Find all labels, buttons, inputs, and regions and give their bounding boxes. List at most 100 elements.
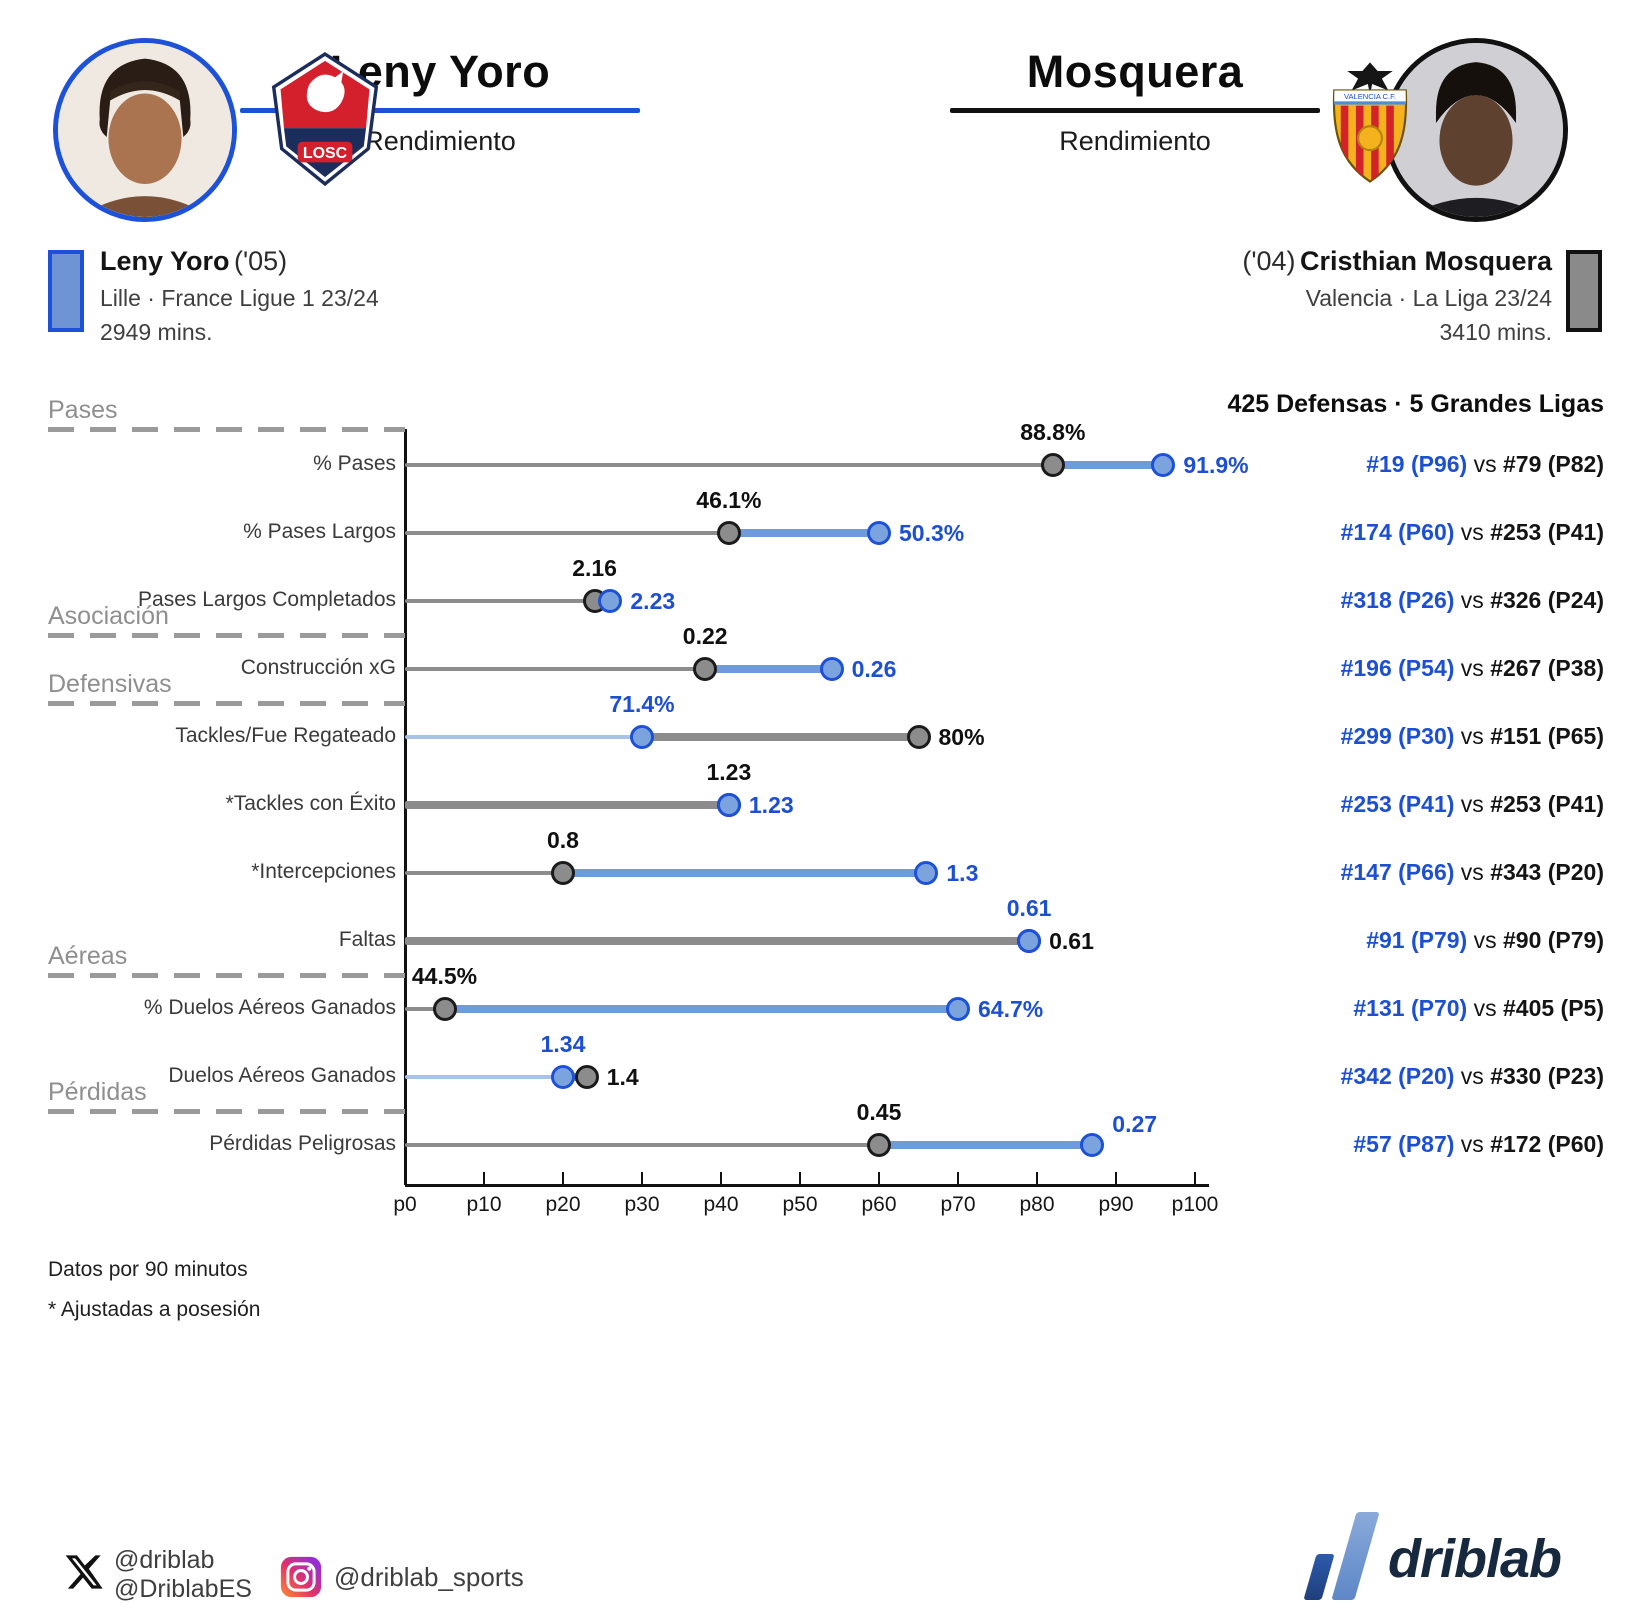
row-label: *Tackles con Éxito — [225, 792, 396, 815]
legend-yoro-club: Lille · France Ligue 1 23/24 — [100, 285, 379, 311]
axis-tick-label: p80 — [1019, 1193, 1055, 1216]
rank-row: #174 (P60) vs #253 (P41) — [1044, 519, 1604, 546]
legend-yoro-birth: ('05) — [233, 246, 288, 276]
row-line-base — [405, 801, 729, 809]
row-connector — [879, 1141, 1093, 1149]
rank-mosquera: #343 (P20) — [1490, 859, 1604, 885]
dot-yoro — [598, 589, 623, 613]
value-label-mosquera: 0.8 — [547, 827, 579, 853]
value-label-mosquera: 0.45 — [856, 1099, 902, 1125]
rank-separator: vs — [1467, 451, 1503, 477]
row-line-base — [405, 937, 1030, 945]
rank-yoro: #299 (P30) — [1340, 723, 1455, 749]
losc-lille-badge: LOSC — [268, 50, 382, 188]
rank-mosquera: #405 (P5) — [1502, 995, 1604, 1021]
legend-mosquera-birth: ('04) — [1242, 246, 1296, 276]
axis-tick-label: p10 — [466, 1193, 502, 1216]
row-connector — [563, 869, 927, 877]
legend-yoro-name: Leny Yoro — [100, 246, 230, 276]
value-label-yoro: 2.23 — [630, 588, 676, 614]
rank-row: #342 (P20) vs #330 (P23) — [1044, 1063, 1604, 1090]
axis-tick — [957, 1172, 959, 1184]
dot-yoro — [867, 521, 891, 545]
row-label: Faltas — [338, 928, 396, 951]
left-title-underline — [240, 108, 640, 113]
right-player-title: Mosquera — [1026, 46, 1244, 97]
section-label: Pérdidas — [48, 1078, 147, 1106]
section-label: Pases — [48, 396, 118, 424]
row-label: Pases Largos Completados — [138, 588, 396, 611]
dot-mosquera — [1040, 453, 1065, 477]
value-label-mosquera: 0.61 — [1049, 928, 1094, 954]
driblab-logo-bar-light — [1331, 1512, 1380, 1600]
row-line-base — [405, 1143, 879, 1147]
dot-yoro — [819, 657, 844, 681]
instagram-handle: @driblab_sports — [334, 1562, 524, 1592]
axis-tick-label: p100 — [1171, 1193, 1219, 1216]
dot-mosquera — [867, 1133, 891, 1157]
section-label: Defensivas — [48, 670, 172, 698]
row-line-base — [405, 735, 642, 739]
legend-yoro-minutes: 2949 mins. — [100, 319, 213, 345]
valencia-cf-badge: VALENCIA C.F. — [1318, 58, 1422, 188]
rank-row: #19 (P96) vs #79 (P82) — [1044, 451, 1604, 478]
dot-yoro — [716, 793, 741, 817]
rank-row: #131 (P70) vs #405 (P5) — [1044, 995, 1604, 1022]
row-connector — [642, 733, 919, 741]
row-label: Tackles/Fue Regateado — [175, 724, 396, 747]
x-axis-line — [405, 1184, 1209, 1187]
rank-row: #57 (P87) vs #172 (P60) — [1044, 1131, 1604, 1158]
left-subtitle-wrap: Rendimiento — [240, 126, 640, 157]
right-title-underline — [950, 108, 1320, 113]
rank-mosquera: #253 (P41) — [1490, 791, 1604, 817]
rank-separator: vs — [1454, 723, 1491, 749]
row-label: Pérdidas Peligrosas — [209, 1132, 396, 1155]
section-divider — [48, 427, 405, 432]
svg-text:VALENCIA C.F.: VALENCIA C.F. — [1344, 92, 1396, 101]
section-divider — [48, 633, 405, 638]
axis-tick-label: p50 — [782, 1193, 818, 1216]
row-line-base — [405, 871, 563, 875]
x-handle-primary: @driblab — [114, 1546, 215, 1574]
rank-row: #318 (P26) vs #326 (P24) — [1044, 587, 1604, 614]
dot-yoro — [1017, 929, 1042, 953]
rank-separator: vs — [1454, 859, 1491, 885]
driblab-logo: driblab — [1296, 1506, 1626, 1610]
dot-yoro — [630, 725, 654, 749]
rank-yoro: #147 (P66) — [1340, 859, 1455, 885]
dot-yoro — [914, 861, 939, 885]
rank-yoro: #196 (P54) — [1340, 655, 1455, 681]
rank-yoro: #253 (P41) — [1340, 791, 1455, 817]
value-label-mosquera: 1.4 — [606, 1064, 639, 1090]
rank-row: #91 (P79) vs #90 (P79) — [1044, 927, 1604, 954]
rank-row: #147 (P66) vs #343 (P20) — [1044, 859, 1604, 886]
rank-mosquera: #151 (P65) — [1490, 723, 1604, 749]
axis-tick — [562, 1172, 564, 1184]
value-label-yoro: 1.3 — [946, 860, 979, 886]
axis-tick-label: p60 — [861, 1193, 897, 1216]
value-label-mosquera: 1.23 — [706, 759, 752, 785]
svg-text:LOSC: LOSC — [303, 145, 348, 162]
driblab-logo-text: driblab — [1388, 1529, 1562, 1589]
legend-mosquera-club: Valencia · La Liga 23/24 — [1305, 285, 1552, 311]
value-label-yoro: 50.3% — [899, 520, 965, 546]
instagram-icon — [280, 1556, 322, 1598]
row-label: Construcción xG — [240, 656, 396, 679]
row-line-base — [405, 463, 1053, 467]
row-line-base — [405, 599, 595, 603]
row-label: % Pases Largos — [243, 520, 396, 543]
right-player-header: Mosquera — [950, 46, 1320, 98]
row-connector — [1052, 461, 1164, 469]
rank-separator: vs — [1467, 995, 1503, 1021]
legend-mosquera-minutes: 3410 mins. — [1439, 319, 1552, 345]
row-label: % Duelos Aéreos Ganados — [143, 996, 396, 1019]
axis-tick — [404, 1172, 406, 1184]
value-label-yoro: 0.26 — [851, 656, 897, 682]
value-label-mosquera: 46.1% — [696, 487, 762, 513]
rank-separator: vs — [1454, 791, 1491, 817]
rank-separator: vs — [1454, 1131, 1491, 1157]
axis-tick-label: p70 — [940, 1193, 976, 1216]
driblab-logo-bar-dark — [1303, 1554, 1335, 1600]
